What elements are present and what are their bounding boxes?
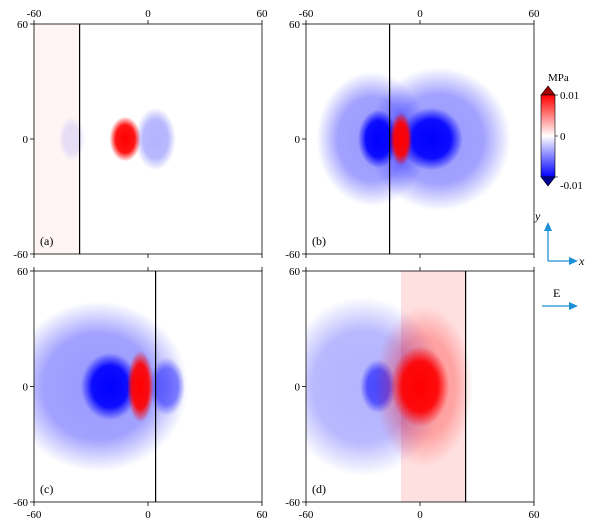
stress-blob (390, 346, 450, 427)
y-tick-label: 60 (17, 266, 29, 278)
x-tick-label: 0 (145, 8, 151, 20)
y-tick-label: 60 (289, 266, 301, 278)
colorbar-bottom-cap (540, 176, 556, 187)
stress-blob (149, 357, 185, 416)
y-tick-label: 0 (23, 382, 29, 394)
y-tick-label: 0 (23, 134, 29, 146)
y-axis-arrowhead (544, 222, 552, 231)
colorbar-top-cap (540, 85, 556, 96)
x-tick-label: -60 (27, 8, 42, 20)
x-axis-arrowhead (569, 257, 578, 265)
x-tick-label: 0 (417, 509, 423, 521)
x-tick-label: 60 (257, 509, 269, 521)
x-tick-label: -60 (27, 509, 42, 521)
x-tick-label: 0 (417, 8, 423, 20)
heatmap-field (34, 271, 262, 502)
colorbar-unit: MPa (548, 72, 569, 84)
x-tick-label: 60 (257, 8, 269, 20)
x-tick-label: -60 (299, 509, 314, 521)
panel-d: -60 0 60 60 0 -60 (d) (285, 266, 541, 521)
colorbar: MPa 0.01 0 -0.01 (540, 72, 583, 192)
stress-blob (400, 107, 463, 171)
panel-label: (d) (312, 482, 326, 496)
y-axis-letter: y (534, 209, 541, 223)
heatmap-field (306, 24, 534, 254)
east-direction-indicator: E (542, 286, 578, 310)
heatmap-field (306, 271, 534, 502)
y-tick-label: 60 (289, 19, 301, 31)
panel-label: (c) (40, 482, 53, 496)
y-tick-label: -60 (285, 497, 300, 509)
y-tick-label: 0 (295, 134, 301, 146)
colorbar-tick-label-top: 0.01 (560, 90, 579, 102)
y-tick-label: -60 (13, 497, 28, 509)
y-tick-label: 0 (295, 382, 301, 394)
x-tick-label: 0 (145, 509, 151, 521)
stress-blob (135, 107, 176, 171)
y-tick-label: -60 (13, 249, 28, 261)
direction-label: E (553, 286, 560, 300)
colorbar-gradient (540, 94, 556, 178)
stress-blob (80, 352, 140, 421)
colorbar-tick-label-bottom: -0.01 (560, 180, 583, 192)
panel-label: (b) (312, 234, 326, 248)
panel-b: -60 0 60 60 0 -60 (b) (285, 8, 540, 261)
panel-c: -60 0 60 60 0 -60 (c) (13, 266, 269, 521)
x-tick-label: 60 (529, 8, 541, 20)
stress-blob (358, 109, 399, 169)
stress-blob (109, 116, 141, 162)
stress-blob (126, 350, 154, 423)
stress-blob (58, 116, 86, 162)
y-tick-label: -60 (285, 249, 300, 261)
y-tick-label: 60 (17, 19, 29, 31)
panel-a: -60 0 60 60 0 -60 (a) (13, 8, 268, 261)
heatmap-field (34, 24, 262, 254)
x-tick-label: 60 (529, 509, 541, 521)
xy-axis-indicator: y x (534, 209, 585, 268)
colorbar-tick-label-zero: 0 (560, 131, 566, 143)
east-arrowhead (569, 302, 578, 310)
x-tick-label: -60 (299, 8, 314, 20)
panel-label: (a) (40, 234, 53, 248)
x-axis-letter: x (578, 254, 585, 268)
stress-blob (389, 112, 413, 166)
